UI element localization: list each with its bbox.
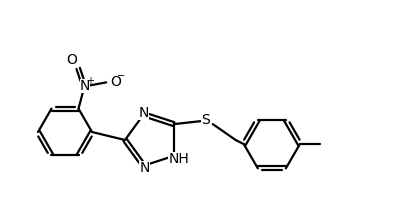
Text: N: N xyxy=(139,161,150,175)
Text: NH: NH xyxy=(168,152,189,166)
Text: N: N xyxy=(139,106,149,120)
Text: +: + xyxy=(86,76,94,86)
Text: −: − xyxy=(117,71,125,81)
Text: O: O xyxy=(66,53,77,67)
Text: S: S xyxy=(201,113,210,127)
Text: O: O xyxy=(110,75,121,89)
Text: N: N xyxy=(80,79,90,93)
